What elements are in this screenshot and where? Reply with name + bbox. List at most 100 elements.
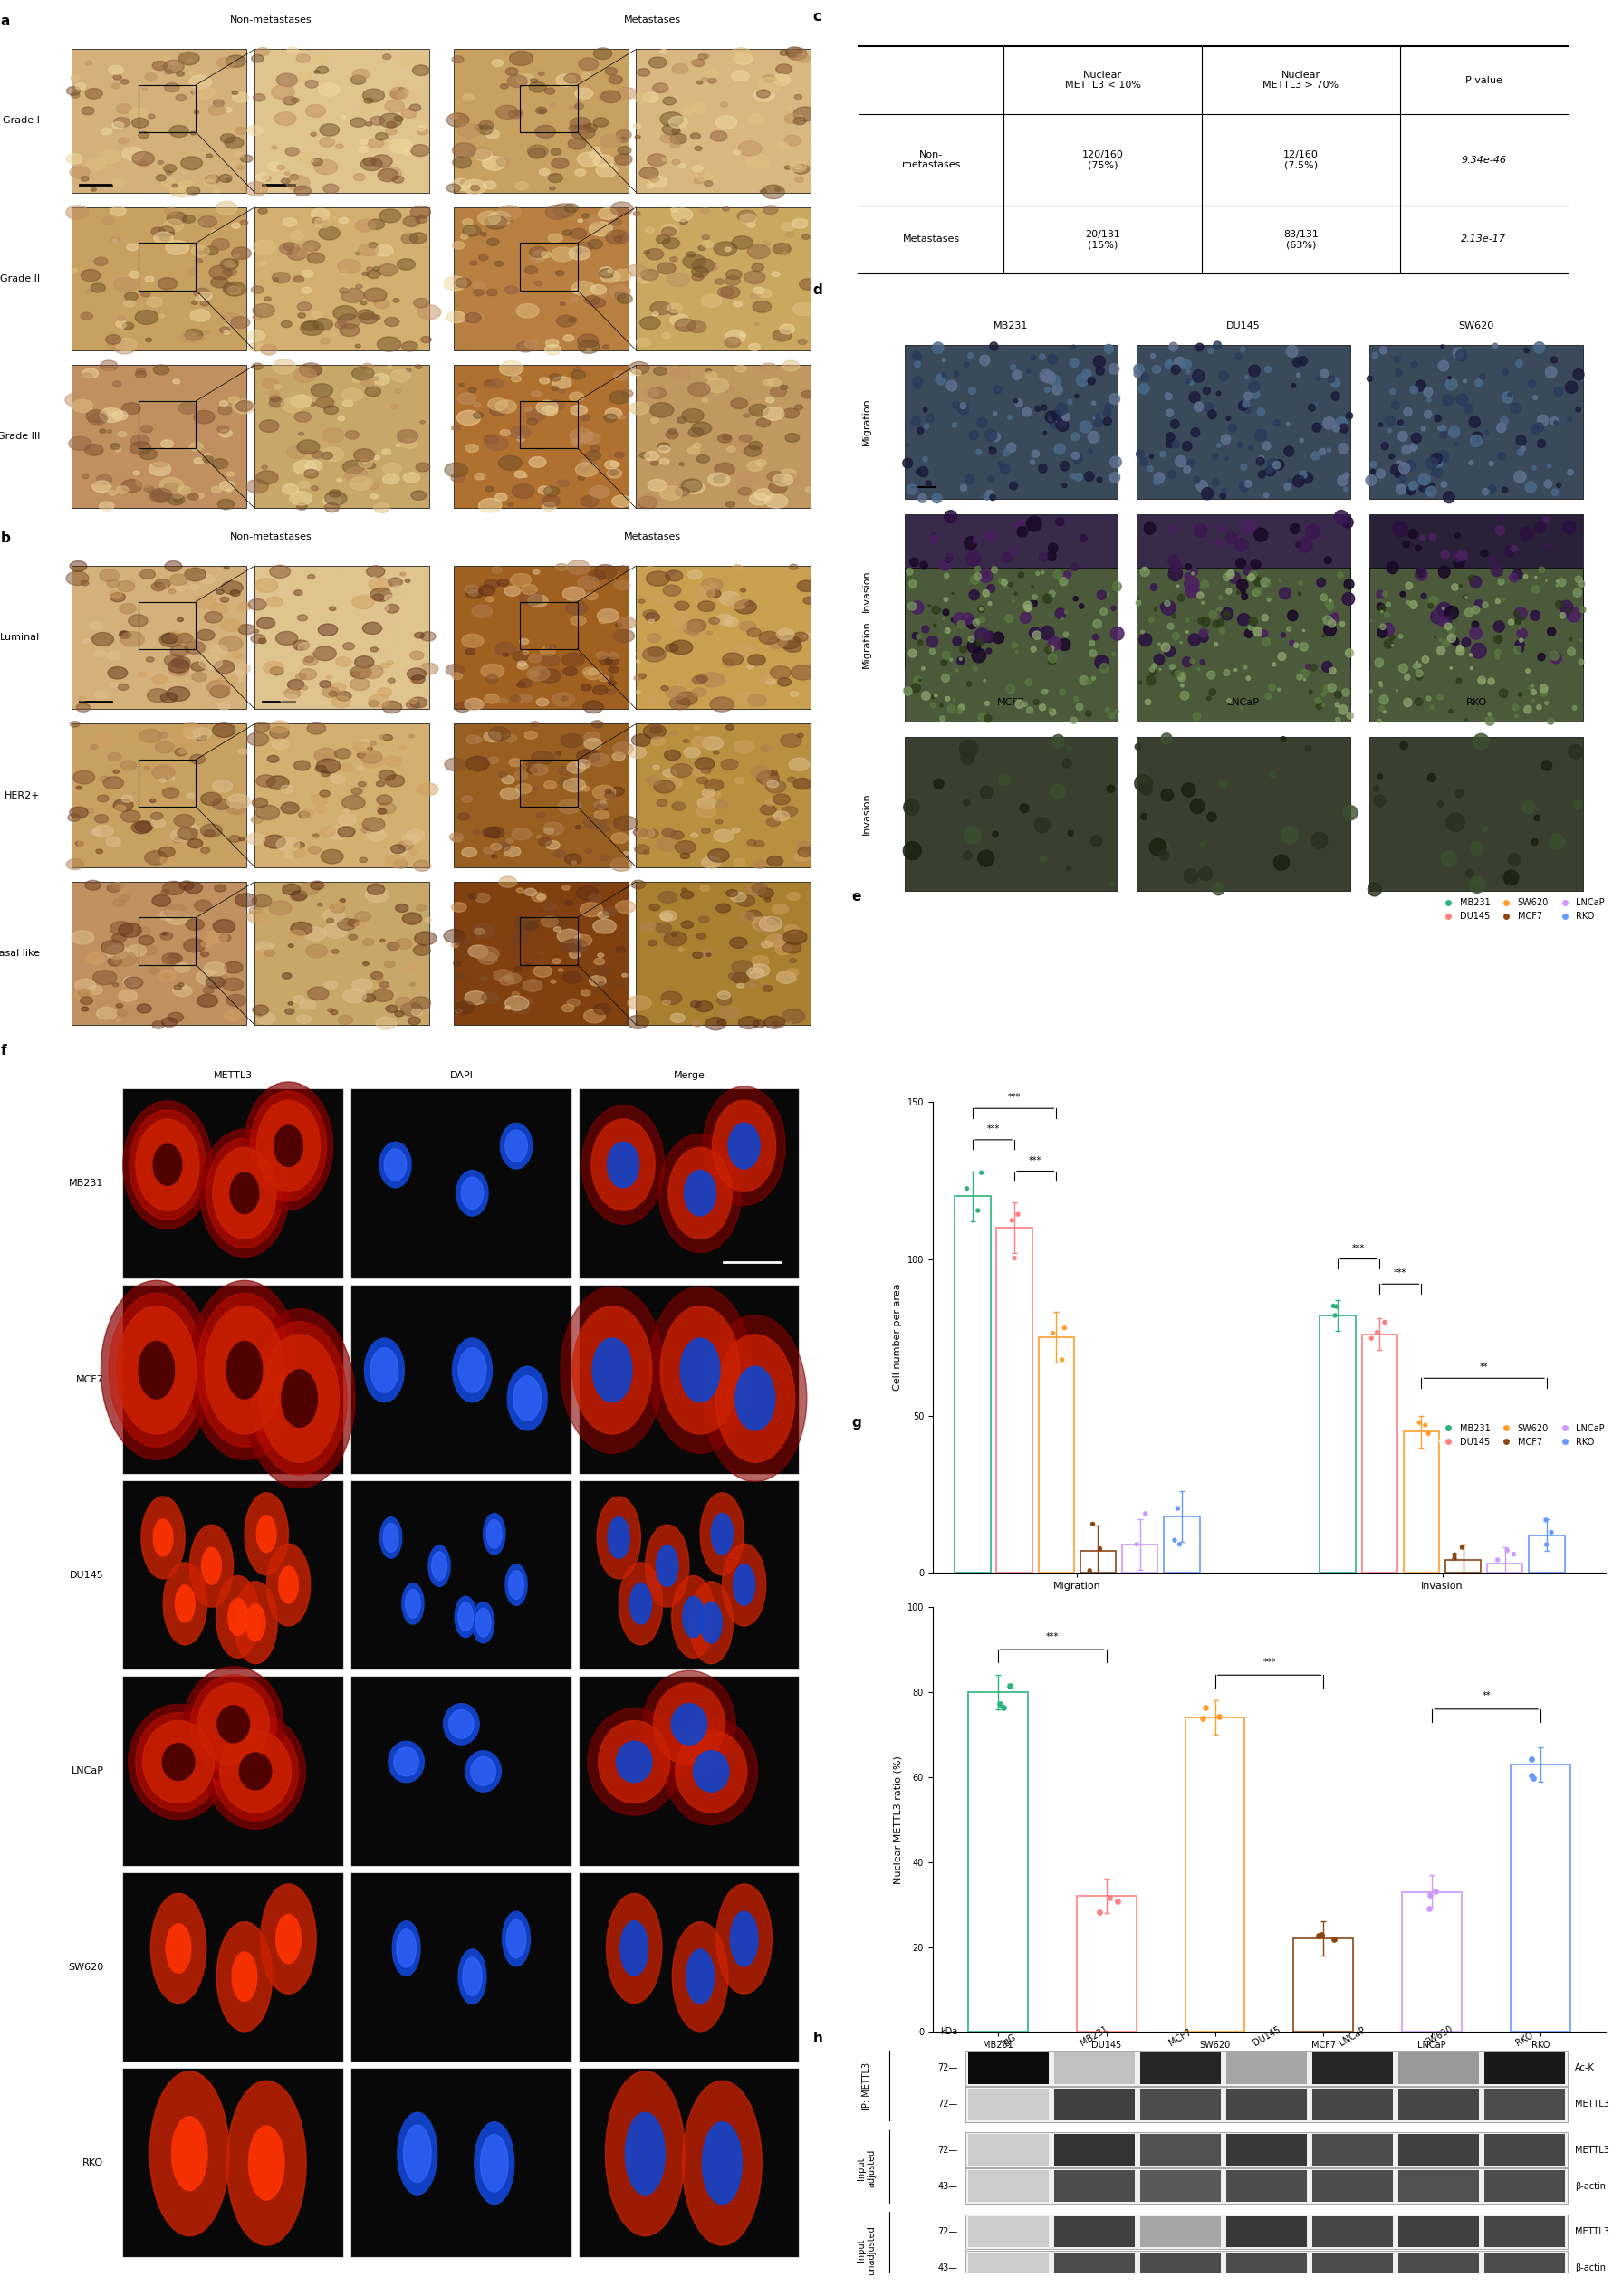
Text: Non-
metastases: Non- metastases [902,149,960,170]
FancyBboxPatch shape [255,882,430,1024]
Circle shape [642,611,657,618]
Circle shape [1212,884,1225,895]
Circle shape [251,363,263,370]
Circle shape [522,980,542,992]
Circle shape [170,574,188,585]
Circle shape [920,563,928,569]
Circle shape [529,246,547,257]
Circle shape [959,705,965,709]
Circle shape [599,618,608,625]
Circle shape [1093,356,1105,367]
Circle shape [1474,379,1483,386]
Circle shape [1045,388,1049,393]
Circle shape [748,115,764,124]
FancyBboxPatch shape [255,48,430,193]
Circle shape [1495,599,1500,604]
Circle shape [227,994,247,1006]
Circle shape [1059,689,1066,696]
Circle shape [1218,620,1225,625]
Circle shape [676,418,686,422]
Circle shape [522,650,529,654]
Circle shape [375,503,389,512]
Circle shape [1043,595,1053,604]
Circle shape [380,994,393,1001]
Circle shape [204,246,219,255]
Ellipse shape [282,1371,318,1428]
Ellipse shape [402,1584,423,1623]
Circle shape [217,425,229,434]
Circle shape [131,822,151,833]
Circle shape [696,675,707,682]
Circle shape [456,1008,462,1013]
Circle shape [1486,429,1489,434]
FancyBboxPatch shape [1484,2089,1565,2119]
Circle shape [589,487,610,498]
Circle shape [714,464,735,475]
Circle shape [313,647,336,661]
FancyBboxPatch shape [1484,2216,1565,2248]
Circle shape [1189,381,1194,386]
Circle shape [1262,615,1268,620]
Circle shape [691,266,709,278]
Circle shape [986,647,991,654]
Circle shape [749,964,770,976]
Point [1518,1740,1544,1777]
Circle shape [107,338,125,349]
Circle shape [1427,397,1431,402]
Circle shape [360,664,383,680]
Circle shape [1056,420,1069,432]
Circle shape [925,425,929,429]
FancyBboxPatch shape [71,882,247,1024]
Text: d: d [813,282,822,296]
Circle shape [607,230,629,243]
Circle shape [693,273,704,280]
Circle shape [418,783,438,794]
Circle shape [1512,546,1517,551]
Circle shape [483,181,496,188]
Circle shape [744,946,753,951]
Circle shape [594,154,615,168]
Circle shape [929,647,936,654]
Circle shape [508,76,527,87]
Circle shape [112,411,128,420]
Circle shape [629,402,649,416]
Circle shape [714,475,725,482]
Circle shape [704,778,723,790]
Circle shape [725,501,735,507]
Circle shape [1492,342,1497,347]
Circle shape [345,432,358,439]
Circle shape [921,625,929,634]
Circle shape [681,891,693,898]
Circle shape [1411,360,1418,367]
Ellipse shape [227,1341,263,1398]
FancyBboxPatch shape [255,723,430,868]
Circle shape [224,321,230,326]
Ellipse shape [605,2071,684,2236]
Circle shape [1403,409,1413,416]
Circle shape [615,292,626,298]
Circle shape [200,654,222,670]
Circle shape [539,668,561,682]
Circle shape [415,464,430,471]
Circle shape [342,643,355,650]
Circle shape [488,758,500,765]
Circle shape [795,177,803,181]
Circle shape [1264,494,1268,498]
Circle shape [466,647,475,654]
Circle shape [456,278,472,287]
Circle shape [237,165,243,170]
Circle shape [551,149,561,154]
Circle shape [644,250,650,255]
Circle shape [691,833,697,838]
Circle shape [756,918,779,932]
FancyBboxPatch shape [1369,514,1583,668]
Circle shape [730,937,748,948]
Circle shape [748,246,770,259]
Circle shape [86,158,107,170]
Circle shape [139,569,156,579]
FancyBboxPatch shape [1484,2170,1565,2202]
Circle shape [697,53,707,60]
Circle shape [378,689,391,696]
Circle shape [762,778,774,785]
Circle shape [1140,813,1147,820]
